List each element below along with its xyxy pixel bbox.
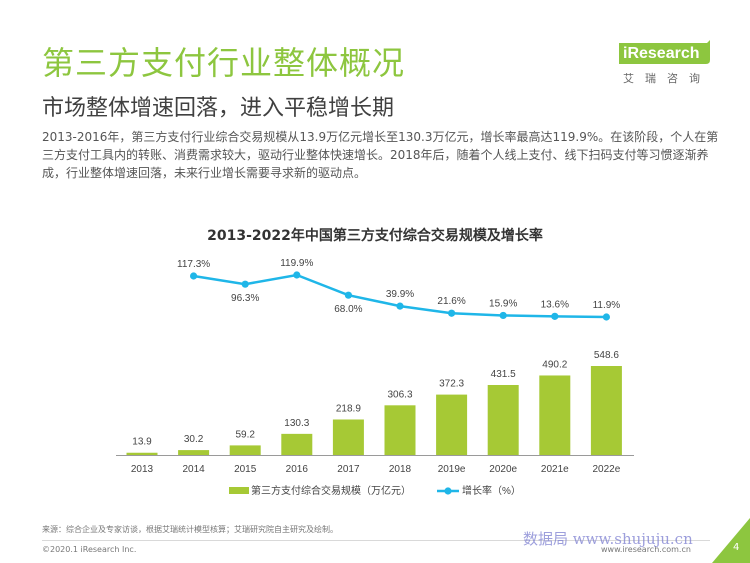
growth-label-2021e: 13.6% bbox=[541, 299, 569, 310]
x-tick-label-2016: 2016 bbox=[286, 464, 309, 475]
bar-label-2017: 218.9 bbox=[336, 403, 361, 414]
legend-bar-label: 第三方支付综合交易规模（万亿元） bbox=[251, 484, 411, 497]
bar-2021e bbox=[539, 375, 571, 455]
source-note: 来源：综合企业及专家访谈，根据艾瑞统计模型核算；艾瑞研究院自主研究及绘制。 bbox=[42, 525, 338, 534]
page-description: 2013-2016年，第三方支付行业综合交易规模从13.9万亿元增长至130.3… bbox=[42, 130, 719, 180]
logo-tagline: 艾瑞咨询 bbox=[623, 72, 711, 85]
footer-divider bbox=[42, 540, 710, 541]
growth-label-2014: 117.3% bbox=[177, 259, 210, 270]
growth-point-2019e bbox=[448, 309, 456, 317]
growth-label-2019e: 21.6% bbox=[437, 296, 465, 307]
growth-point-2014 bbox=[190, 272, 198, 280]
bar-2017 bbox=[332, 419, 364, 455]
bar-2022e bbox=[590, 366, 622, 455]
watermark: 数据局 www.shujuju.cn bbox=[523, 530, 693, 548]
website-link[interactable]: www.iresearch.com.cn bbox=[601, 545, 691, 554]
growth-point-2018 bbox=[396, 302, 404, 310]
chart-title: 2013-2022年中国第三方支付综合交易规模及增长率 bbox=[207, 228, 543, 244]
bar-2015 bbox=[229, 445, 261, 455]
bar-2016 bbox=[281, 433, 313, 455]
x-tick-label-2014: 2014 bbox=[182, 464, 205, 475]
growth-point-2016 bbox=[293, 271, 301, 279]
x-tick-label-2019e: 2019e bbox=[438, 464, 466, 475]
bar-label-2016: 130.3 bbox=[284, 418, 309, 429]
bar-label-2015: 59.2 bbox=[235, 429, 255, 440]
growth-point-2022e bbox=[602, 313, 611, 321]
x-tick-label-2015: 2015 bbox=[234, 464, 257, 475]
logo-brand-text: iResearch bbox=[623, 45, 700, 62]
x-tick-label-2017: 2017 bbox=[337, 464, 360, 475]
iresearch-logo: iResearch 艾瑞咨询 bbox=[617, 40, 712, 86]
bar-2020e bbox=[487, 384, 519, 455]
x-tick-label-2013: 2013 bbox=[131, 464, 154, 475]
bar-label-2018: 306.3 bbox=[387, 389, 412, 400]
bar-label-2021e: 490.2 bbox=[542, 359, 567, 370]
growth-point-2015 bbox=[241, 280, 249, 288]
legend-line-marker bbox=[444, 487, 452, 495]
x-tick-label-2020e: 2020e bbox=[489, 464, 517, 475]
growth-label-2016: 119.9% bbox=[280, 258, 313, 269]
growth-label-2017: 68.0% bbox=[334, 304, 362, 315]
bar-2019e bbox=[436, 394, 468, 455]
bar-label-2022e: 548.6 bbox=[594, 350, 619, 361]
page-subtitle: 市场整体增速回落，进入平稳增长期 bbox=[42, 96, 395, 121]
growth-point-2020e bbox=[499, 311, 507, 320]
page-number: 4 bbox=[733, 542, 740, 553]
x-tick-label-2022e: 2022e bbox=[592, 464, 620, 475]
x-tick-label-2021e: 2021e bbox=[541, 464, 569, 475]
copyright: ©2020.1 iResearch Inc. bbox=[42, 545, 137, 554]
growth-point-2021e bbox=[551, 312, 559, 320]
bar-2014 bbox=[178, 450, 210, 455]
page-title: 第三方支付行业整体概况 bbox=[42, 44, 406, 82]
growth-label-2018: 39.9% bbox=[386, 289, 414, 300]
growth-label-2015: 96.3% bbox=[231, 293, 259, 304]
bar-label-2020e: 431.5 bbox=[491, 369, 516, 380]
bar-2018 bbox=[384, 405, 416, 455]
x-tick-label-2018: 2018 bbox=[389, 464, 412, 475]
growth-point-2017 bbox=[344, 291, 352, 299]
growth-label-2022e: 11.9% bbox=[593, 300, 621, 311]
bar-label-2014: 30.2 bbox=[184, 434, 204, 445]
bar-2013 bbox=[126, 452, 158, 455]
legend-bar-swatch bbox=[229, 487, 249, 494]
logo-badge: iResearch bbox=[619, 40, 710, 64]
legend-line-label: 增长率（%） bbox=[462, 484, 521, 497]
bar-label-2019e: 372.3 bbox=[439, 379, 464, 390]
growth-label-2020e: 15.9% bbox=[489, 298, 517, 309]
bar-label-2013: 13.9 bbox=[132, 437, 152, 448]
